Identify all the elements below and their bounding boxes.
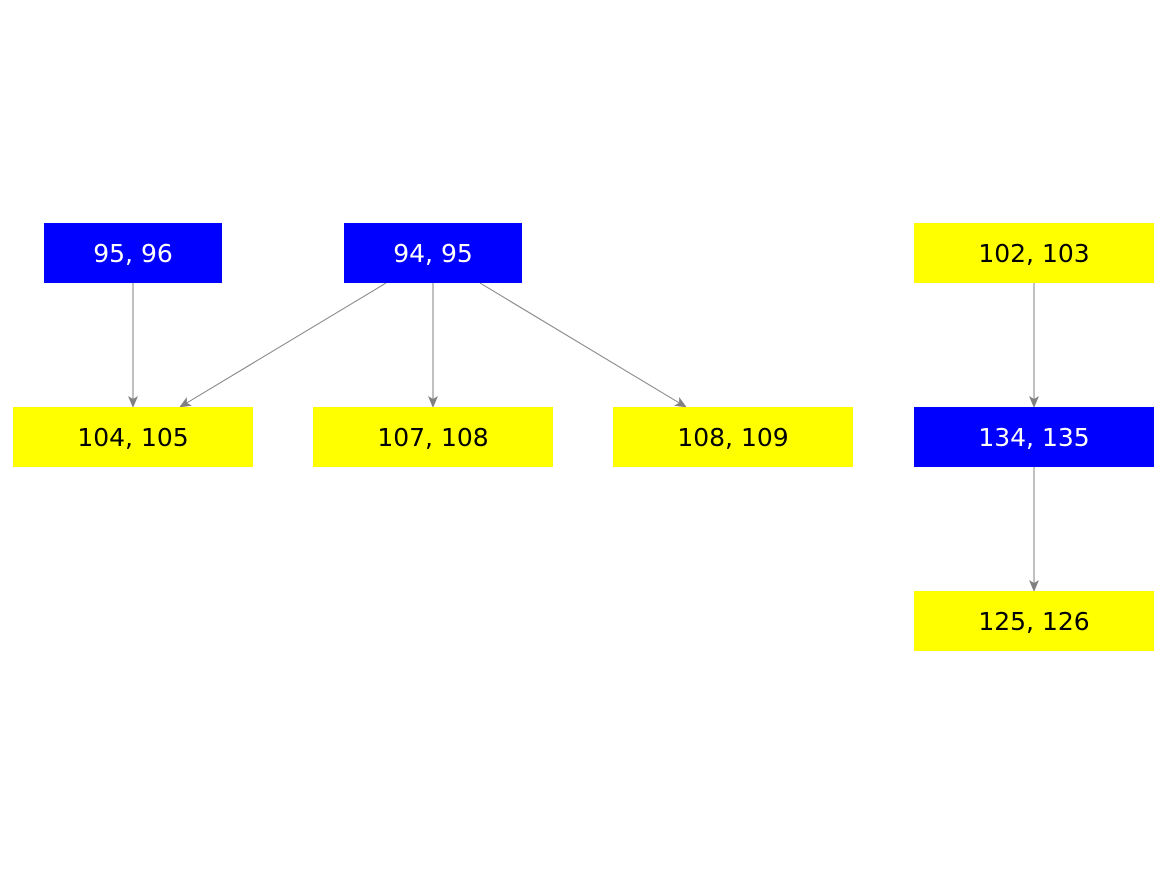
node-125-126: 125, 126 <box>914 591 1154 651</box>
node-94-95: 94, 95 <box>344 223 522 283</box>
node-108-109: 108, 109 <box>613 407 853 467</box>
node-104-105: 104, 105 <box>13 407 253 467</box>
edge-arrow <box>179 282 387 408</box>
node-102-103: 102, 103 <box>914 223 1154 283</box>
edge-arrow <box>479 282 687 408</box>
node-95-96: 95, 96 <box>44 223 222 283</box>
node-107-108: 107, 108 <box>313 407 553 467</box>
node-134-135: 134, 135 <box>914 407 1154 467</box>
